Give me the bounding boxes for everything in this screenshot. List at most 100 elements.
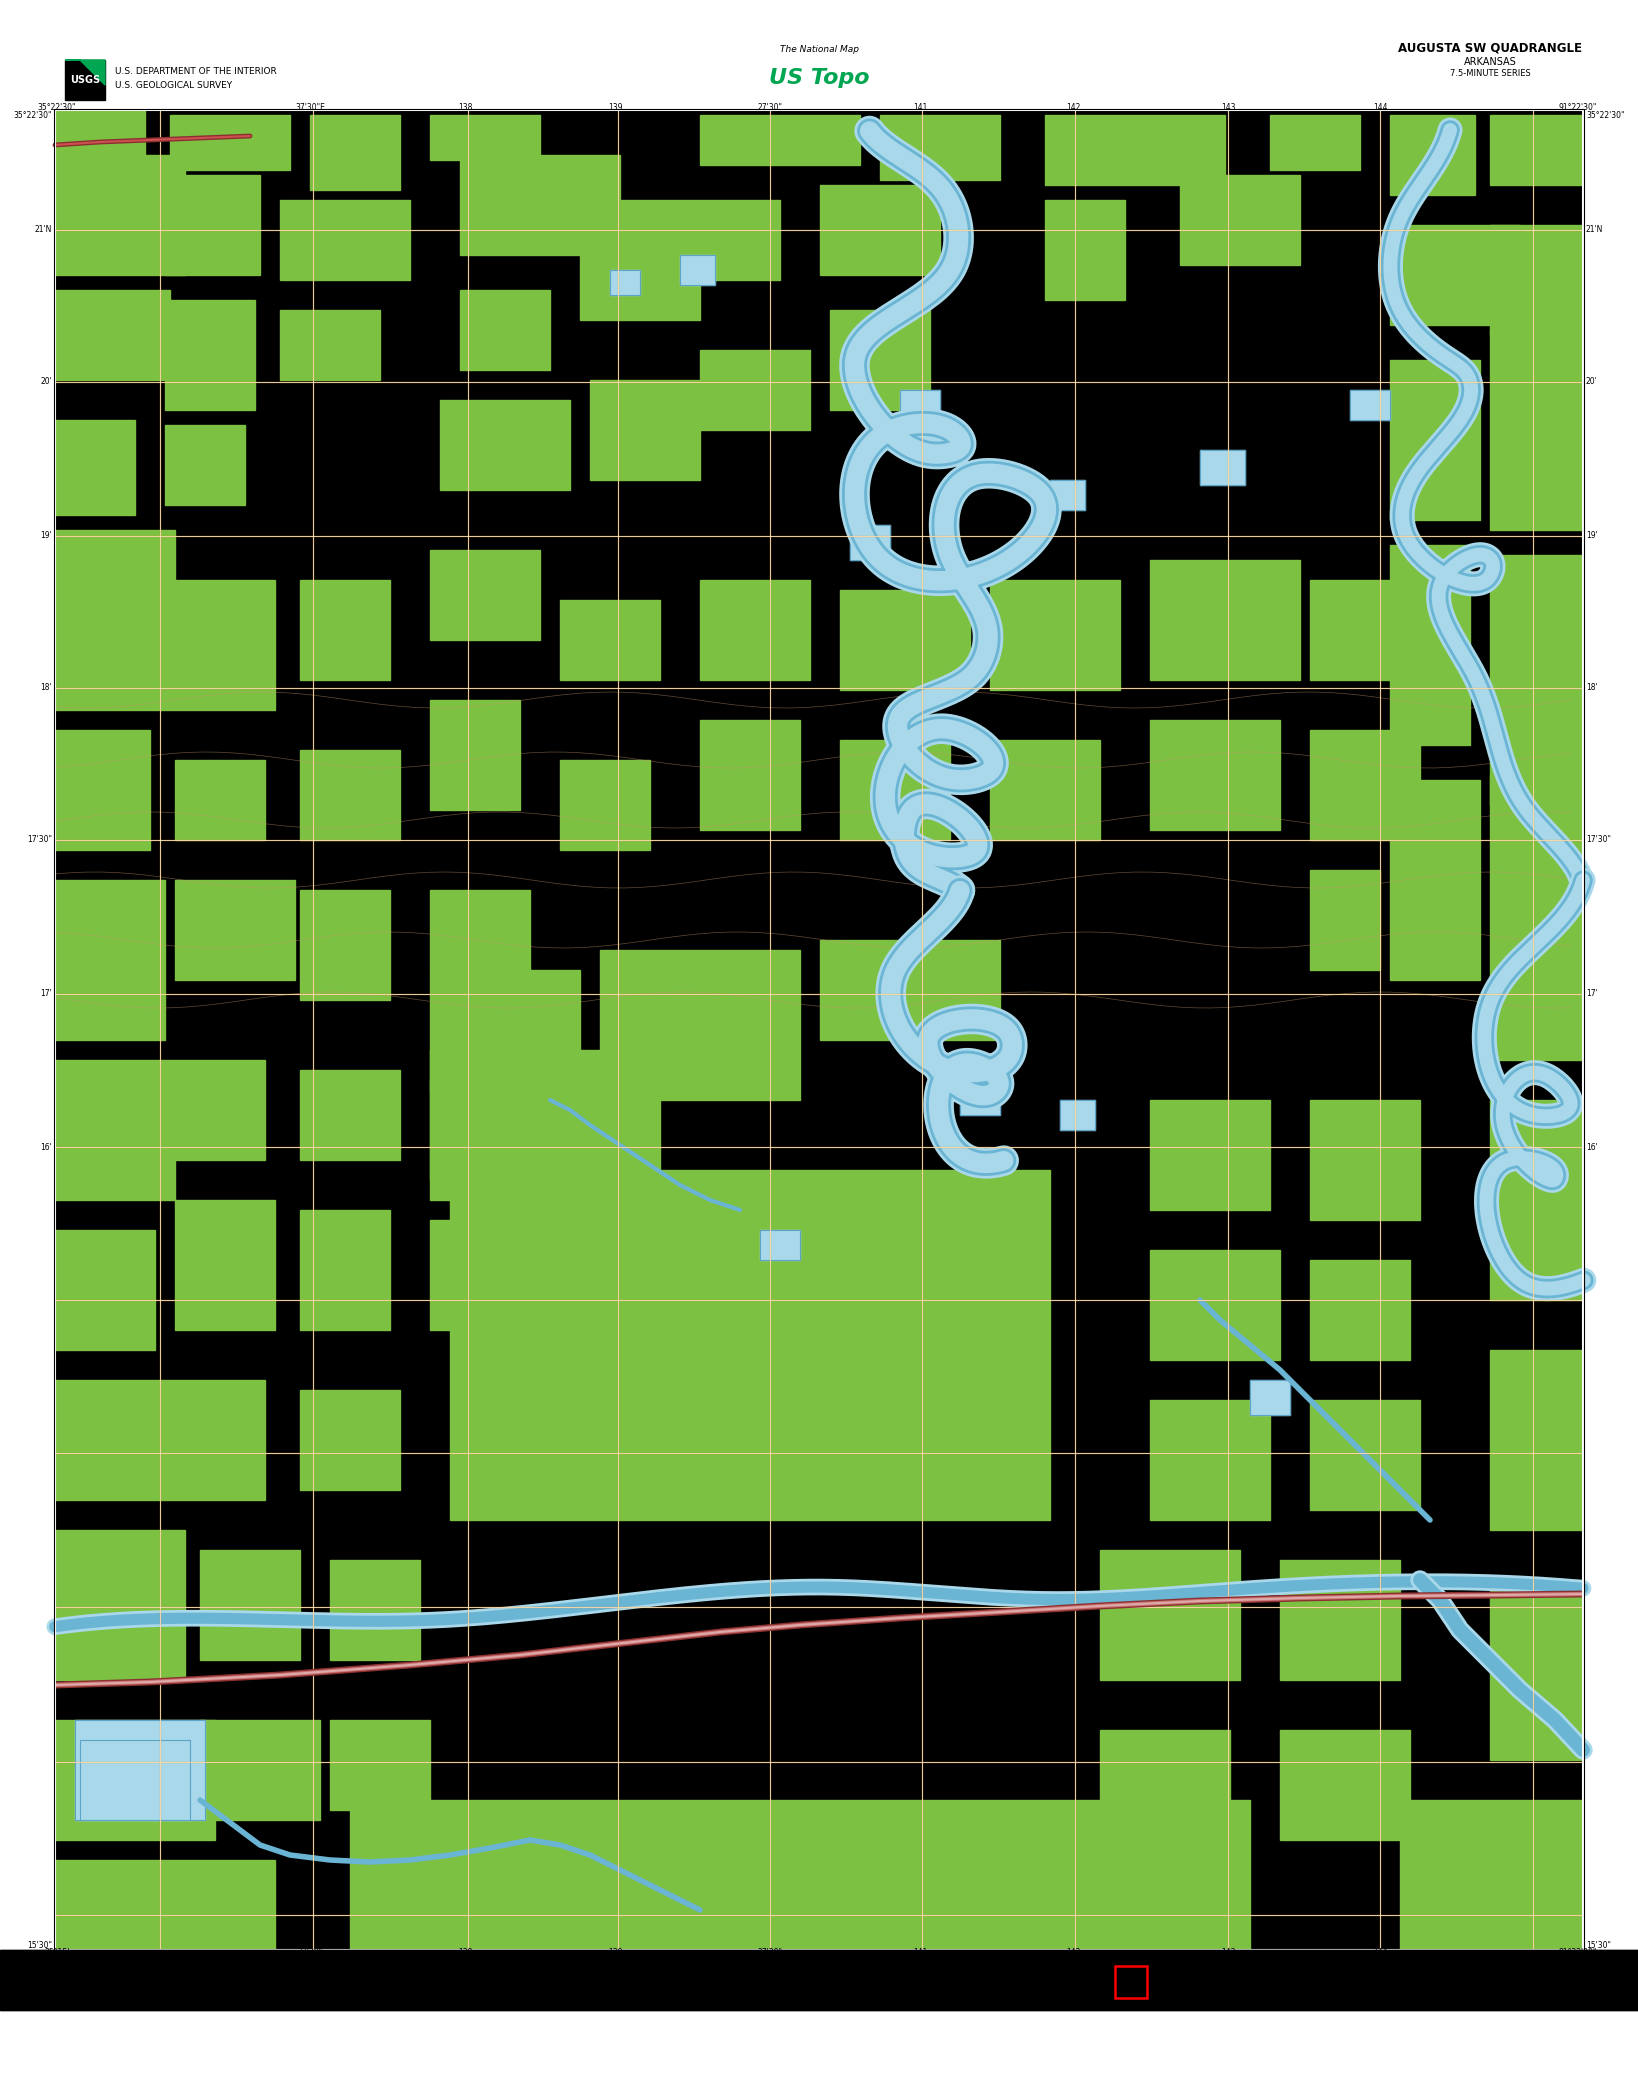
Bar [1310,1259,1410,1359]
Text: 91°22'30": 91°22'30" [1559,102,1597,113]
Bar [431,1079,519,1180]
Text: 35°22'30": 35°22'30" [13,111,52,119]
Bar [431,1050,631,1201]
Bar [760,1230,799,1259]
Bar [175,1061,265,1161]
Bar [56,111,146,155]
Text: 20': 20' [41,378,52,386]
Bar [699,580,811,681]
Bar [431,115,541,161]
Bar [680,255,716,284]
Bar [165,301,256,409]
Bar [960,1079,1001,1115]
Bar [1391,359,1481,520]
Text: 18': 18' [41,683,52,693]
Bar [1391,781,1481,979]
Bar [1150,560,1301,681]
Text: 139: 139 [608,1948,622,1956]
Bar [627,1971,693,1979]
Text: 138: 138 [457,102,472,113]
Bar [899,390,940,420]
Text: 19': 19' [41,532,52,541]
Bar [56,290,170,380]
Text: U.S. GEOLOGICAL SURVEY: U.S. GEOLOGICAL SURVEY [115,81,233,90]
Text: 16': 16' [41,1142,52,1150]
Text: SCALE 1:24 000: SCALE 1:24 000 [534,1952,626,1963]
Bar [1310,731,1420,839]
Bar [1060,1100,1094,1130]
Bar [1310,1100,1420,1219]
Bar [1045,115,1225,186]
Polygon shape [66,61,105,86]
Text: 139: 139 [608,102,622,113]
Text: ARKANSAS: ARKANSAS [1464,56,1517,67]
Bar [899,390,940,420]
Text: ROAD CLASSIFICATION: ROAD CLASSIFICATION [1153,1956,1268,1965]
Text: 138: 138 [457,1948,472,1956]
Bar [80,1739,190,1821]
Bar [0,1950,1638,2011]
Bar [460,290,550,370]
Text: 91°22'30": 91°22'30" [1559,1948,1597,1956]
Bar [1350,390,1391,420]
Text: 35°22'30": 35°22'30" [1586,111,1625,119]
Bar [840,591,970,689]
Bar [56,879,165,1040]
Text: AR: AR [863,1973,876,1982]
Bar [75,1721,205,1821]
Bar [850,524,889,560]
Bar [1310,580,1430,681]
Bar [1491,330,1582,530]
Bar [175,1201,275,1330]
Bar [175,879,295,979]
Text: 1,000-meter grid: Universal Transverse Mercator, Zone 15: 1,000-meter grid: Universal Transverse M… [80,1994,283,2000]
Bar [56,1721,215,1840]
Text: The National Map: The National Map [780,46,858,54]
Bar [75,1721,205,1821]
Bar [310,115,400,190]
Bar [175,1380,265,1499]
Bar [431,549,541,641]
Text: World Geodetic System of 1984 (WGS84). Projection and: World Geodetic System of 1984 (WGS84). P… [80,1986,278,1992]
Text: 27'30": 27'30" [757,1948,783,1956]
Text: 21'N: 21'N [34,226,52,234]
Bar [56,1531,185,1681]
Bar [693,1971,760,1979]
Bar [1101,1731,1230,1850]
Bar [493,1971,560,1979]
Bar [699,351,811,430]
Bar [1279,1560,1400,1681]
Text: 35°15': 35°15' [44,1948,70,1956]
Bar [1250,1380,1291,1416]
Bar [1310,871,1379,971]
Bar [170,115,290,169]
Bar [989,739,1101,839]
Bar [840,739,950,839]
Bar [165,426,246,505]
Bar [1491,1800,1582,1950]
Bar [426,1971,493,1979]
Bar [300,1211,390,1330]
Bar [1150,1399,1269,1520]
Text: 17': 17' [41,990,52,998]
Text: 17'30": 17'30" [26,835,52,844]
Text: 15'30": 15'30" [1586,1940,1612,1950]
Bar [1115,1967,1147,1998]
Bar [1491,555,1582,806]
Bar [1391,115,1474,194]
Bar [1279,1731,1410,1840]
Bar [1310,1399,1420,1510]
Bar [300,750,400,839]
Text: Produced by the United States Geological Survey: Produced by the United States Geological… [80,1963,269,1973]
Bar [165,175,260,276]
Bar [680,255,716,284]
Bar [66,61,105,100]
Text: USGS: USGS [70,75,100,86]
Bar [175,580,275,710]
Bar [431,1219,531,1330]
Text: AUGUSTA SW QUADRANGLE: AUGUSTA SW QUADRANGLE [1397,42,1582,54]
Bar [329,1721,431,1810]
Bar [0,1950,1638,2011]
Bar [1050,480,1084,509]
Bar [560,1251,650,1351]
